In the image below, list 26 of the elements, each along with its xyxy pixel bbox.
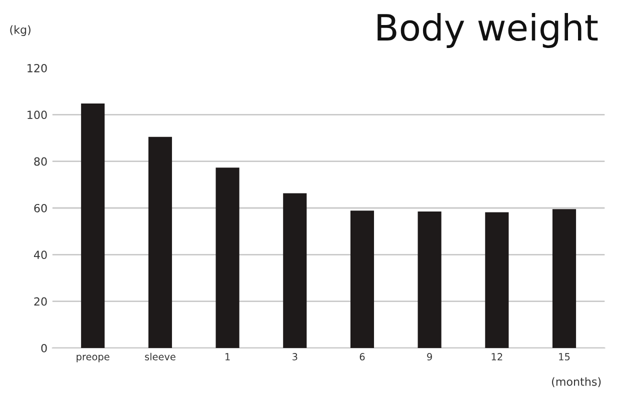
x-tick-label: 6 bbox=[360, 353, 365, 360]
x-tick-label: 9 bbox=[427, 353, 432, 360]
y-tick-label: 60 bbox=[34, 204, 47, 212]
bar bbox=[148, 136, 172, 348]
x-tick-label: sleeve bbox=[144, 352, 176, 360]
x-axis-title: (months) bbox=[552, 377, 601, 388]
y-tick-label: 40 bbox=[34, 250, 47, 260]
y-axis-title: (kg) bbox=[10, 25, 30, 36]
bar bbox=[485, 212, 509, 348]
bar bbox=[216, 168, 240, 348]
y-tick-label: 0 bbox=[41, 344, 47, 352]
bar bbox=[350, 210, 374, 348]
x-tick-label: 1 bbox=[226, 353, 230, 360]
chart-title: Body weight bbox=[378, 13, 598, 48]
bar bbox=[552, 209, 576, 348]
bar bbox=[81, 103, 105, 348]
x-tick-label: 3 bbox=[292, 353, 298, 360]
bar bbox=[418, 212, 442, 348]
x-tick-label: 15 bbox=[559, 353, 570, 360]
y-tick-label: 120 bbox=[28, 64, 47, 72]
bar bbox=[283, 193, 307, 348]
y-tick-label: 80 bbox=[34, 157, 47, 166]
x-tick-label: 12 bbox=[492, 353, 502, 360]
y-tick-label: 100 bbox=[28, 110, 47, 120]
y-tick-label: 20 bbox=[34, 297, 47, 306]
x-tick-label: preope bbox=[76, 354, 110, 362]
